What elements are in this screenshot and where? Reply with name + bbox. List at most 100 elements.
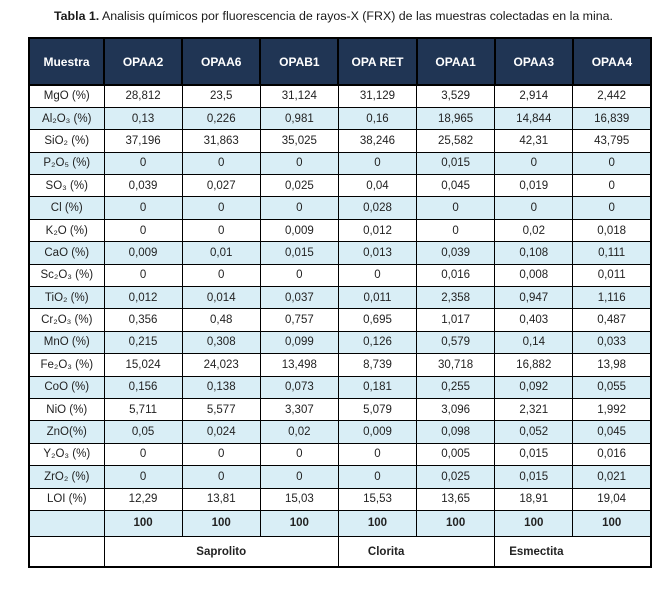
row-label: Al₂O₃ (%) [28, 106, 105, 131]
data-cell: 2,442 [572, 84, 652, 108]
data-cell: 0 [103, 263, 183, 288]
header-row: Muestra OPAA2 OPAA6 OPAB1 OPA RET OPAA1 OPAA3 O… [28, 37, 653, 86]
data-cell: 0,098 [416, 420, 496, 444]
data-cell: 0,48 [181, 308, 261, 332]
table-row: CaO (%) 0,009 0,01 0,015 0,013 0,039 0,108 0,11… [28, 241, 652, 265]
data-cell: 0,14 [494, 330, 574, 355]
row-label: SO₃ (%) [28, 174, 105, 198]
table-row: MnO (%) 0,215 0,308 0,099 0,126 0,579 0,14 0,03… [28, 330, 652, 355]
table-row: Cl (%) 0 0 0 0,028 0 0 0 [28, 196, 652, 220]
data-cell: 0,947 [494, 286, 574, 310]
data-cell: 1,017 [416, 308, 496, 332]
row-label: TiO₂ (%) [28, 286, 105, 310]
data-cell: 0 [181, 465, 261, 489]
data-cell: 0,487 [572, 308, 652, 332]
data-cell: 0 [103, 151, 183, 176]
caption-text: Analisis químicos por fluorescencia de r… [99, 9, 613, 23]
data-cell: 0 [103, 442, 183, 467]
data-cell: 2,358 [416, 286, 496, 310]
table-row: SO₃ (%) 0,039 0,027 0,025 0,04 0,045 0,019 0 [28, 174, 652, 198]
column-header: Muestra [28, 37, 105, 86]
data-cell: 0 [337, 442, 418, 467]
row-label: ZrO₂ (%) [28, 465, 105, 489]
data-cell: 0,126 [337, 330, 418, 355]
group-row: Saprolito Clorita Esmectita [28, 535, 652, 568]
data-cell: 13,498 [259, 353, 339, 377]
data-cell: 0,226 [181, 106, 261, 131]
data-cell: 0,009 [259, 218, 339, 243]
data-cell: 0 [572, 151, 652, 176]
data-cell: 0,028 [337, 196, 418, 220]
data-cell: 16,882 [494, 353, 574, 377]
table-row: TiO₂ (%) 0,012 0,014 0,037 0,011 2,358 0,947 1,… [28, 286, 652, 310]
data-cell: 5,577 [181, 397, 261, 422]
data-cell: 0,099 [259, 330, 339, 355]
data-cell: 0,092 [494, 375, 574, 399]
data-cell: 0,156 [103, 375, 183, 399]
data-cell: 24,023 [181, 353, 261, 377]
data-cell: 0,111 [572, 241, 652, 265]
data-cell: 0,108 [494, 241, 574, 265]
data-cell: 16,839 [572, 106, 652, 131]
total-cell: 100 [181, 509, 261, 537]
data-cell: 0,025 [259, 174, 339, 198]
row-label: K₂O (%) [28, 218, 105, 243]
table-row: Al₂O₃ (%) 0,13 0,226 0,981 0,16 18,965 14,844 1… [28, 106, 652, 131]
column-header: OPAA3 [493, 37, 574, 86]
data-cell: 13,65 [416, 487, 496, 511]
group-cell-clorita: Clorita [337, 535, 496, 568]
data-cell: 0,981 [259, 106, 339, 131]
data-cell: 37,196 [103, 129, 183, 153]
data-cell: 0 [103, 218, 183, 243]
data-cell: 0,01 [181, 241, 261, 265]
data-cell: 0,015 [259, 241, 339, 265]
row-label: SiO₂ (%) [28, 129, 105, 153]
data-cell: 0,052 [494, 420, 574, 444]
data-cell: 0,009 [337, 420, 418, 444]
data-cell: 0,018 [572, 218, 652, 243]
data-cell: 0,019 [494, 174, 574, 198]
table-row: Cr₂O₃ (%) 0,356 0,48 0,757 0,695 1,017 0,403 0,… [28, 308, 652, 332]
row-label: CaO (%) [28, 241, 105, 265]
data-cell: 23,5 [181, 84, 261, 108]
data-cell: 30,718 [416, 353, 496, 377]
data-cell: 0,403 [494, 308, 574, 332]
data-cell: 15,024 [103, 353, 183, 377]
data-cell: 0,037 [259, 286, 339, 310]
data-cell: 0,027 [181, 174, 261, 198]
data-cell: 1,116 [572, 286, 652, 310]
table-row: NiO (%) 5,711 5,577 3,307 5,079 3,096 2,321 1,9… [28, 397, 652, 422]
table-row: LOI (%) 12,29 13,81 15,03 15,53 13,65 18,91 19,… [28, 487, 652, 511]
group-cell-saprolito: Saprolito [103, 535, 339, 568]
data-cell: 0 [337, 263, 418, 288]
table-row: SiO₂ (%) 37,196 31,863 35,025 38,246 25,582 42… [28, 129, 652, 153]
data-cell: 0,055 [572, 375, 652, 399]
column-header: OPAA4 [571, 37, 653, 86]
row-label: MgO (%) [28, 84, 105, 108]
data-cell: 3,096 [416, 397, 496, 422]
data-cell: 0,138 [181, 375, 261, 399]
row-label: NiO (%) [28, 397, 105, 422]
data-cell: 0,215 [103, 330, 183, 355]
data-cell: 0,181 [337, 375, 418, 399]
row-label: LOI (%) [28, 487, 105, 511]
data-cell: 0,016 [416, 263, 496, 288]
data-cell: 0,033 [572, 330, 652, 355]
data-cell: 0,05 [103, 420, 183, 444]
data-cell: 35,025 [259, 129, 339, 153]
data-cell: 0 [259, 442, 339, 467]
data-cell: 0 [572, 174, 652, 198]
data-cell: 0 [103, 465, 183, 489]
row-label: Cr₂O₃ (%) [28, 308, 105, 332]
data-cell: 0,16 [337, 106, 418, 131]
data-cell: 0 [259, 263, 339, 288]
data-cell: 0,073 [259, 375, 339, 399]
data-cell: 12,29 [103, 487, 183, 511]
data-cell: 1,992 [572, 397, 652, 422]
data-cell: 0 [259, 465, 339, 489]
data-cell: 18,91 [494, 487, 574, 511]
data-cell: 0 [181, 263, 261, 288]
data-cell: 3,307 [259, 397, 339, 422]
row-label: MnO (%) [28, 330, 105, 355]
row-label: CoO (%) [28, 375, 105, 399]
